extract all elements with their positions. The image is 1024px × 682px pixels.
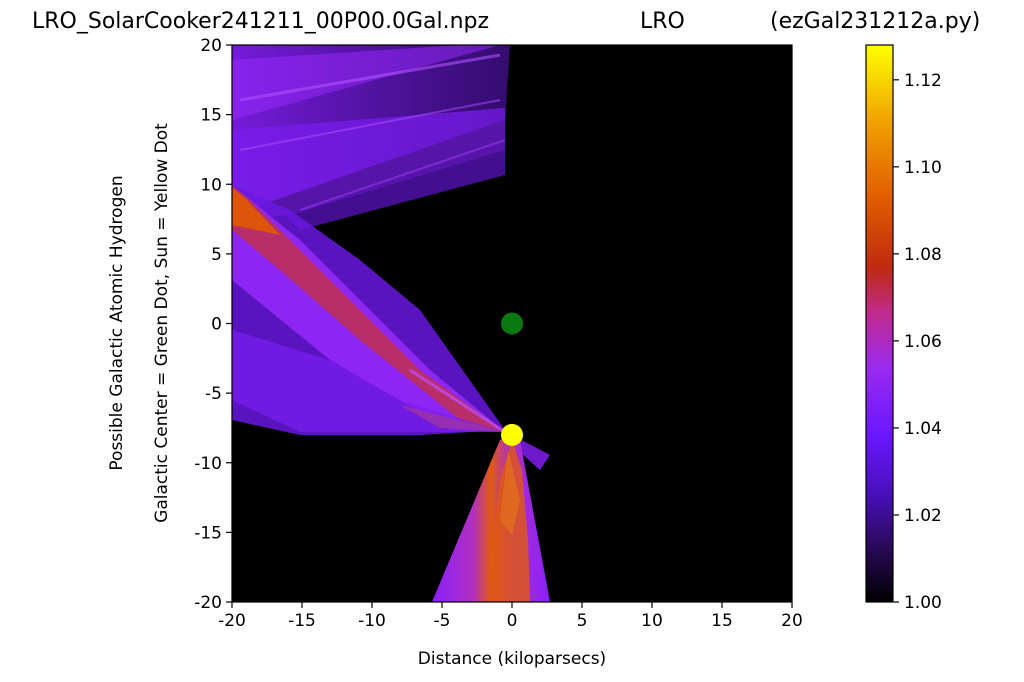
y-tick-label: 10: [200, 175, 222, 195]
y-tick-label: 0: [211, 315, 222, 335]
hydrogen-emission: [232, 45, 550, 602]
y-tick-label: -10: [194, 454, 222, 474]
x-tick-label: -15: [288, 611, 316, 631]
title-script: (ezGal231212a.py): [770, 9, 981, 34]
colorbar-tick-label: 1.08: [904, 245, 942, 265]
y-tick-label: 15: [200, 106, 222, 126]
x-tick-label: -5: [434, 611, 451, 631]
sun-marker: [501, 423, 523, 446]
galactic-center-marker: [501, 312, 523, 335]
title-filename: LRO_SolarCooker241211_00P00.0Gal.npz: [32, 9, 490, 34]
x-tick-label: -20: [218, 611, 246, 631]
x-tick-label: 10: [641, 611, 663, 631]
x-tick-label: -10: [358, 611, 386, 631]
colorbar-tick-label: 1.02: [904, 506, 942, 526]
x-tick-label: 0: [507, 611, 518, 631]
y-axis-label-line1: Possible Galactic Atomic Hydrogen: [107, 175, 127, 470]
y-tick-label: -15: [194, 523, 222, 543]
colorbar-tick-label: 1.00: [904, 593, 942, 613]
x-tick-label: 5: [577, 611, 588, 631]
title-observatory: LRO: [640, 9, 685, 34]
x-axis-ticks: -20 -15 -10 -5 0 5 10 15 20: [218, 602, 803, 631]
colorbar-tick-label: 1.06: [904, 332, 942, 352]
x-tick-label: 15: [711, 611, 733, 631]
colorbar-tick-label: 1.04: [904, 419, 942, 439]
y-tick-label: -5: [205, 384, 222, 404]
colorbar-ticks: 1.00 1.02 1.04 1.06 1.08 1.10 1.12: [893, 71, 942, 613]
y-axis-ticks: 20 15 10 5 0 -5 -10 -15 -20: [194, 36, 232, 613]
y-tick-label: 5: [211, 245, 222, 265]
colorbar-tick-label: 1.10: [904, 158, 942, 178]
y-tick-label: 20: [200, 36, 222, 56]
y-axis-label-line2: Galactic Center = Green Dot, Sun = Yello…: [152, 123, 172, 523]
y-tick-label: -20: [194, 593, 222, 613]
colorbar-tick-label: 1.12: [904, 71, 942, 91]
x-axis-label: Distance (kiloparsecs): [418, 649, 606, 669]
x-tick-label: 20: [781, 611, 803, 631]
colorbar: [865, 44, 894, 603]
